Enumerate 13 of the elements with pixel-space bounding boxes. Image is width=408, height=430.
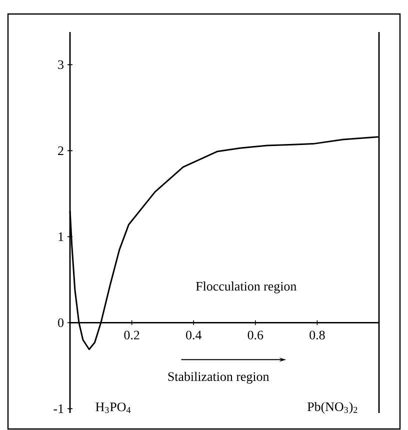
annotation: Pb(NO$_{3}$)$_{2}$ [307, 402, 358, 414]
y-tick-label: 0 [58, 318, 64, 328]
y-tick-label: 3 [58, 60, 64, 70]
x-tick-label: 0.8 [310, 330, 325, 340]
annotation: Flocculation region [196, 282, 296, 294]
y-tick-label: 2 [58, 146, 64, 155]
y-tick-label: -1 [54, 404, 64, 413]
annotation: H$_{3}$PO$_{4}$ [96, 402, 131, 414]
x-tick-label: 0.6 [248, 330, 264, 340]
x-tick-label: 0.2 [124, 330, 140, 340]
y-tick-label: 1 [58, 232, 64, 241]
x-tick-label: 0.4 [186, 330, 202, 340]
annotation: Stabilization region [168, 372, 270, 384]
